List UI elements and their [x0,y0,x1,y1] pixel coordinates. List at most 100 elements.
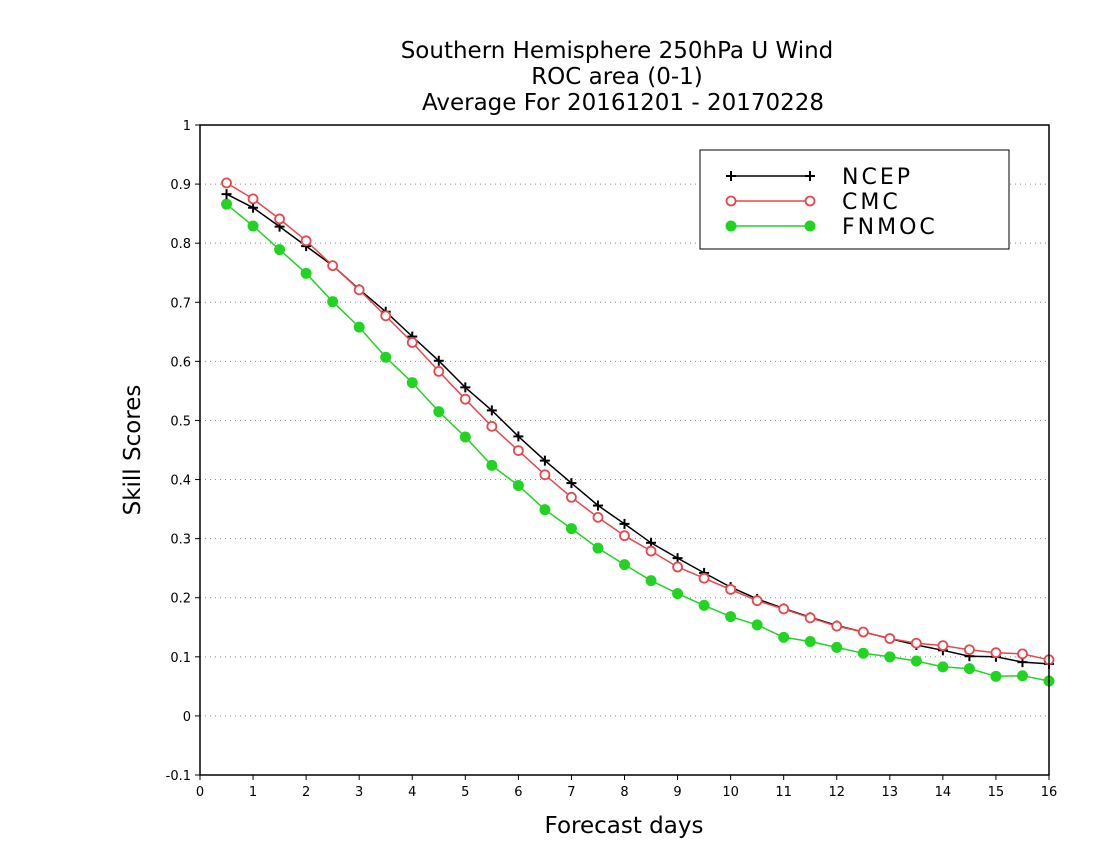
data-point-cmc [751,595,763,607]
data-point-fnmoc [353,321,365,333]
data-point-cmc [672,561,683,573]
data-point-fnmoc [380,351,392,363]
axis-ticks: 10.90.80.70.60.50.40.30.20.10-0.10 1 2 3 4 5 6… [166,119,1058,800]
data-point-ncep [460,382,471,393]
data-point-cmc [539,469,551,481]
data-point-ncep [248,202,259,213]
chart-title-line-2: ROC area (0-1) [531,64,703,90]
x-tick-label: 7 [567,785,575,800]
data-point-cmc [698,572,710,584]
y-tick-label: 0.9 [170,178,191,193]
x-tick-label: 1 [249,785,257,800]
data-point-cmc [566,491,577,503]
x-tick-label: 5 [461,785,469,800]
data-point-cmc [221,177,232,189]
data-point-fnmoc [645,575,657,587]
data-point-fnmoc [910,655,922,667]
x-tick-label: 3 [355,785,363,800]
y-tick-label: 0.8 [170,237,191,252]
data-point-fnmoc [619,559,630,571]
data-point-ncep [672,553,683,564]
legend-marker-fnmoc [725,220,737,232]
data-point-fnmoc [831,641,843,653]
legend-box [699,149,1010,250]
data-point-cmc [380,310,392,322]
x-tick-label: 10 [722,785,739,800]
series-line-fnmoc [226,203,1050,682]
y-tick-label: 0 [183,710,191,725]
legend-marker-cmc [725,195,737,207]
legend-item-fnmoc: FNMOC [725,215,935,240]
y-tick-label: 0.2 [170,592,191,607]
y-tick-label: 0.3 [170,533,191,548]
data-point-ncep [513,431,524,442]
series-fnmoc [221,198,1055,687]
data-point-fnmoc [565,523,577,535]
y-axis-label: Skill Scores [120,385,146,516]
data-point-ncep [221,189,232,200]
legend-item-cmc: CMC [725,190,901,215]
x-tick-label: 0 [196,785,204,800]
data-point-cmc [910,637,922,649]
legend-item-ncep: NCEP [726,165,913,190]
x-tick-label: 13 [882,785,899,800]
data-point-fnmoc [592,542,604,554]
data-point-cmc [804,612,816,624]
series-line-ncep [226,193,1050,665]
data-point-fnmoc [221,198,233,210]
series-line-cmc [226,182,1050,661]
x-tick-label: 4 [408,785,416,800]
data-point-fnmoc [857,647,869,659]
series-ncep [221,189,1054,669]
data-point-cmc [619,530,630,542]
data-point-cmc [300,235,312,247]
data-point-ncep [566,478,577,489]
y-tick-label: 0.5 [170,414,191,429]
y-tick-label: 0.1 [170,651,191,666]
data-point-fnmoc [804,635,816,647]
data-point-fnmoc [937,661,949,673]
data-point-ncep [592,500,603,511]
data-point-cmc [459,393,471,405]
data-point-cmc [247,193,259,205]
y-tick-label: 0.4 [170,474,191,489]
grid-lines [200,183,1049,717]
y-tick-label: 0.6 [170,355,191,370]
data-point-fnmoc [459,431,471,443]
data-point-cmc [725,584,737,595]
legend-marker-fnmoc [804,220,816,232]
legend-marker-cmc [804,195,816,207]
data-point-cmc [778,603,790,615]
data-point-cmc [1017,648,1028,660]
series-layer [221,177,1055,687]
legend-marker-ncep [726,171,736,181]
data-point-fnmoc [672,588,684,600]
data-point-fnmoc [433,406,445,418]
data-point-fnmoc [512,479,524,491]
data-point-cmc [327,260,339,272]
data-point-fnmoc [884,651,896,663]
data-point-fnmoc [247,220,259,232]
x-tick-label: 14 [935,785,952,800]
data-point-ncep [619,518,630,529]
data-point-ncep [433,355,444,366]
plot-frame [199,124,1050,776]
data-point-ncep [539,455,550,466]
data-point-cmc [857,626,869,638]
data-point-cmc [964,644,975,656]
data-point-cmc [592,511,604,523]
data-point-cmc [884,633,896,644]
series-cmc [221,177,1055,666]
legend-label-cmc: CMC [842,190,901,215]
data-point-fnmoc [963,663,975,675]
x-tick-label: 6 [514,785,522,800]
legend-label-ncep: NCEP [842,165,913,190]
data-point-cmc [937,640,949,651]
data-point-fnmoc [725,611,737,623]
x-axis-label: Forecast days [545,813,704,839]
chart-title-line-1: Southern Hemisphere 250hPa U Wind [401,38,834,64]
y-tick-label: 1 [183,119,191,134]
data-point-fnmoc [1016,670,1028,682]
data-point-cmc [406,337,418,348]
